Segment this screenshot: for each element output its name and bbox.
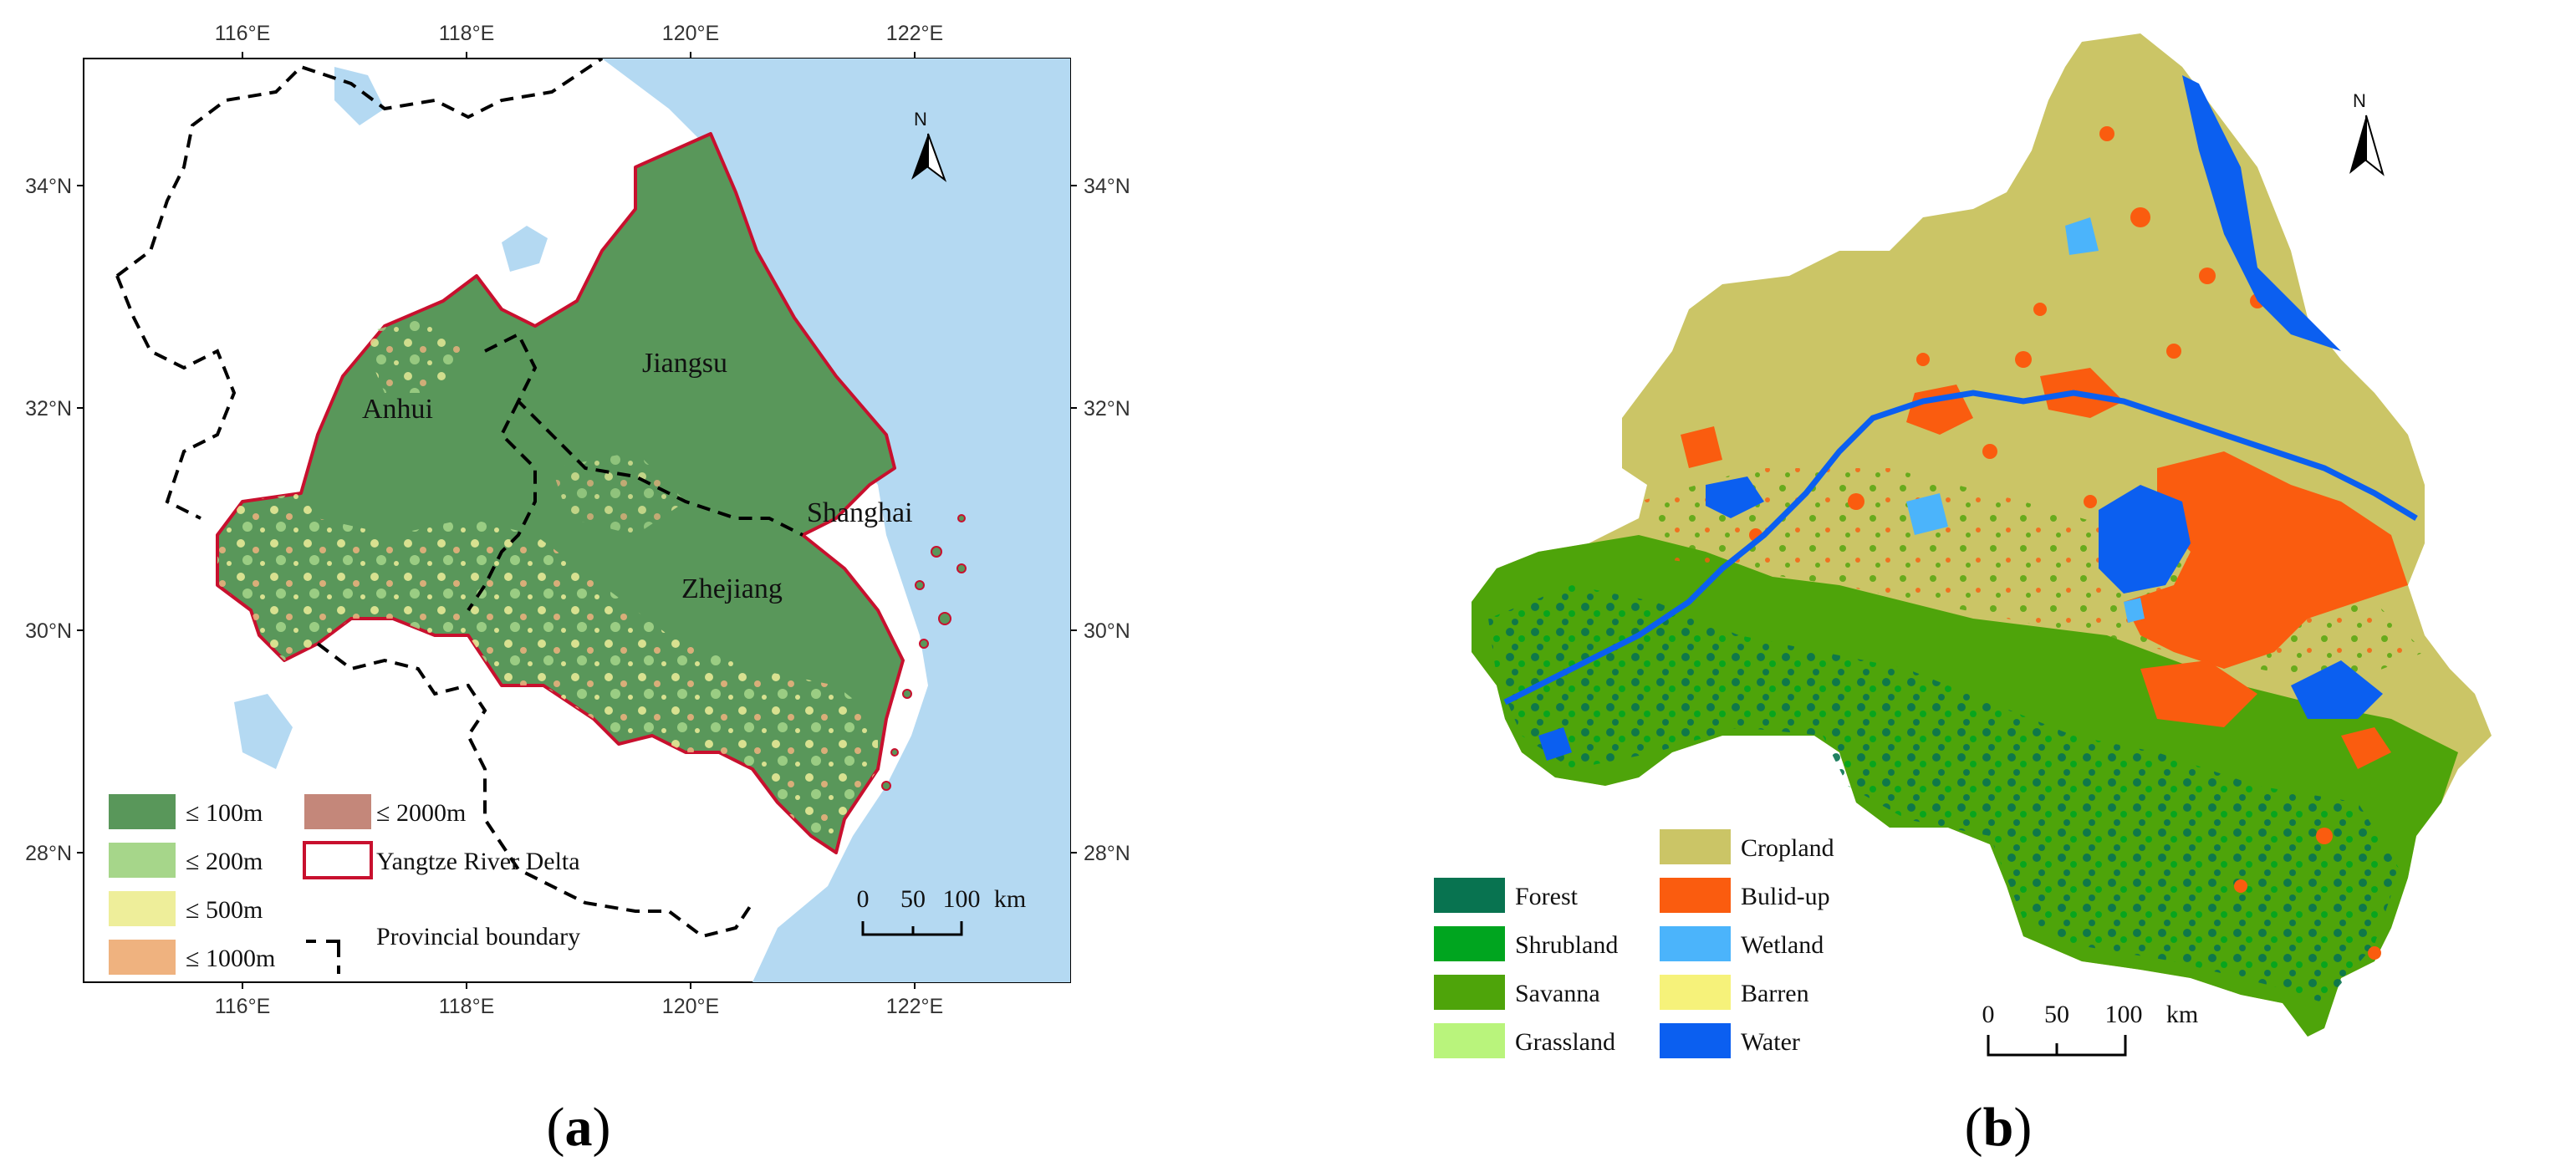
legend-swatch <box>1660 878 1731 913</box>
legend-swatch <box>109 794 176 829</box>
lat-label: 34°N <box>1084 175 1130 198</box>
lon-label: 122°E <box>886 22 943 45</box>
highland-area <box>360 318 468 393</box>
legend-swatch <box>1660 975 1731 1010</box>
lon-label: 118°E <box>439 22 495 45</box>
svg-text:Yangtze River Delta: Yangtze River Delta <box>376 848 580 875</box>
elevation-legend: ≤ 100m ≤ 200m ≤ 500m ≤ 1000m ≤ 2000m Yan… <box>109 794 580 975</box>
svg-text:Water: Water <box>1741 1028 1800 1056</box>
svg-text:Shrubland: Shrubland <box>1515 931 1618 959</box>
legend-swatch <box>1434 926 1505 961</box>
panel-a-map: Jiangsu Anhui Shanghai Zhejiang N 0 50 1… <box>25 22 1130 1018</box>
legend-swatch <box>1660 1023 1731 1058</box>
lat-label: 32°N <box>1084 397 1130 420</box>
province-label: Anhui <box>362 394 433 425</box>
north-arrow-icon: N <box>2349 90 2385 176</box>
svg-text:Cropland: Cropland <box>1741 834 1834 862</box>
provincial-boundary <box>115 59 803 939</box>
svg-text:Provincial boundary: Provincial boundary <box>376 923 580 950</box>
svg-text:0: 0 <box>857 885 870 913</box>
legend-swatch <box>109 843 176 878</box>
lon-label: 120°E <box>662 22 719 45</box>
lon-label: 122°E <box>886 995 943 1018</box>
lon-label: 118°E <box>439 995 495 1018</box>
legend-swatch <box>1660 829 1731 864</box>
province-label: Jiangsu <box>642 348 727 379</box>
svg-text:100: 100 <box>2105 1001 2143 1028</box>
graticule-ticks <box>77 52 1077 989</box>
svg-text:≤ 500m: ≤ 500m <box>186 896 263 924</box>
lake <box>234 694 293 769</box>
water-bodies <box>1538 75 2383 761</box>
lat-label: 30°N <box>25 619 72 643</box>
svg-text:Wetland: Wetland <box>1741 931 1824 959</box>
lat-label: 34°N <box>25 175 72 198</box>
scale-bar: 0 50 100 km <box>857 885 1026 936</box>
lat-label: 28°N <box>1084 842 1130 865</box>
lon-label: 120°E <box>662 995 719 1018</box>
svg-text:≤ 1000m: ≤ 1000m <box>186 945 275 972</box>
legend-swatch <box>109 940 176 975</box>
north-arrow-icon: N <box>911 109 947 182</box>
lake <box>502 226 548 272</box>
panel-b-map: N Forest Shrubland Savanna Grassland Cro… <box>1434 33 2492 1058</box>
highland-area <box>217 493 878 853</box>
legend-swatch <box>1434 1023 1505 1058</box>
svg-text:Savanna: Savanna <box>1515 980 1600 1007</box>
lon-label: 116°E <box>215 995 271 1018</box>
svg-text:≤ 2000m: ≤ 2000m <box>376 799 466 827</box>
land-cover-legend: Forest Shrubland Savanna Grassland Cropl… <box>1434 829 1834 1058</box>
svg-text:≤ 100m: ≤ 100m <box>186 799 263 827</box>
legend-swatch <box>109 891 176 926</box>
lat-label: 30°N <box>1084 619 1130 643</box>
province-label: Shanghai <box>807 497 913 528</box>
forest-area <box>1488 585 2400 1003</box>
legend-swatch <box>304 794 371 829</box>
svg-text:Grassland: Grassland <box>1515 1028 1615 1056</box>
svg-text:0: 0 <box>1982 1001 1995 1028</box>
svg-text:50: 50 <box>2044 1001 2069 1028</box>
svg-text:km: km <box>2166 1001 2198 1028</box>
svg-text:100: 100 <box>943 885 981 913</box>
svg-text:Forest: Forest <box>1515 883 1579 910</box>
coastal-islands <box>881 514 967 791</box>
svg-text:N: N <box>2353 90 2366 111</box>
panel-label-b: (b) <box>1965 1097 2033 1158</box>
yangtze-river <box>1503 390 2418 706</box>
highland-area <box>552 451 686 535</box>
lat-label: 32°N <box>25 397 72 420</box>
svg-text:50: 50 <box>900 885 926 913</box>
lat-label: 28°N <box>25 842 72 865</box>
svg-text:N: N <box>914 109 927 130</box>
legend-swatch <box>1660 926 1731 961</box>
svg-text:km: km <box>994 885 1026 913</box>
wetland-areas <box>1906 217 2145 623</box>
svg-text:≤ 200m: ≤ 200m <box>186 848 263 875</box>
sea-area <box>602 59 1070 982</box>
lake-taihu <box>2099 485 2191 594</box>
svg-text:Bulid-up: Bulid-up <box>1741 883 1830 910</box>
legend-swatch <box>1434 878 1505 913</box>
province-label: Zhejiang <box>681 573 783 604</box>
scale-bar: 0 50 100 km <box>1982 1001 2198 1057</box>
svg-text:Barren: Barren <box>1741 980 1809 1007</box>
lon-label: 116°E <box>215 22 271 45</box>
panel-label-a: (a) <box>547 1097 611 1158</box>
legend-swatch <box>1434 975 1505 1010</box>
